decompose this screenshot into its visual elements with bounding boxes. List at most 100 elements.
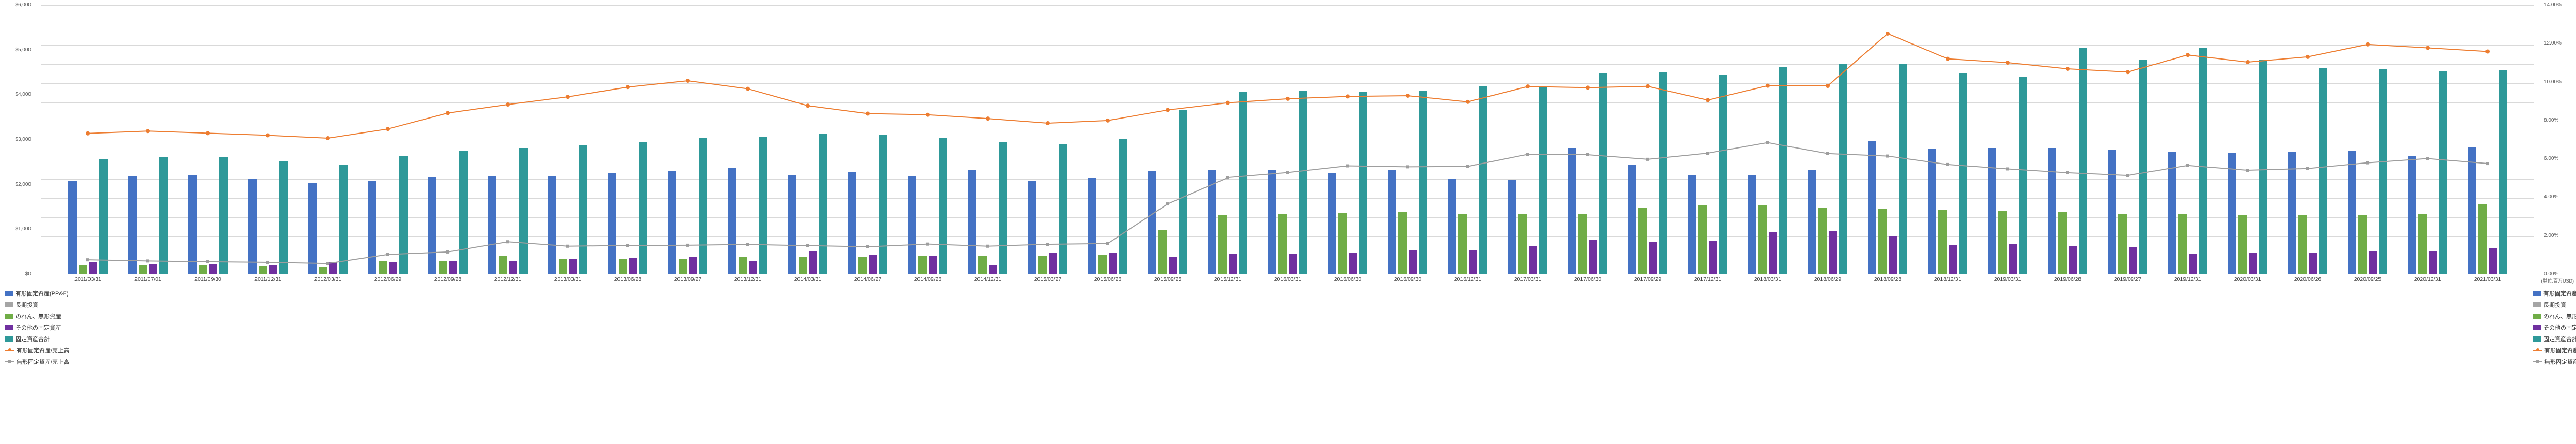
legend-label: 有形固定資産/売上高 <box>2544 346 2576 354</box>
bar-goodwill <box>1818 208 1827 274</box>
bar-ppe <box>68 181 77 274</box>
bar-other_fixed <box>1589 240 1597 274</box>
xaxis-date: 2014/06/27 <box>838 276 898 283</box>
bar-group <box>1438 5 1498 274</box>
bar-ppe <box>1028 181 1036 274</box>
legend-label: 有形固定資産/売上高 <box>17 346 69 354</box>
legend-item: 長期投資 <box>3 299 44 310</box>
xaxis-date: 2011/07/01 <box>118 276 178 283</box>
bar-other_fixed <box>629 258 637 274</box>
bar-goodwill <box>1038 256 1047 274</box>
legend-item: その他の固定資産 <box>3 322 44 333</box>
bar-ppe <box>1448 179 1456 274</box>
bar-group <box>2458 5 2518 274</box>
legend-swatch <box>5 314 13 319</box>
y-right-tick: 14.00% <box>2544 2 2570 8</box>
bar-fixed_total <box>1119 139 1127 274</box>
bar-fixed_total <box>2319 68 2327 274</box>
bar-fixed_total <box>1899 64 1907 274</box>
bar-other_fixed <box>2249 253 2257 274</box>
bar-fixed_total <box>1719 75 1727 274</box>
bar-other_fixed <box>2309 253 2317 274</box>
bar-group <box>478 5 538 274</box>
bar-ppe <box>1388 170 1396 274</box>
bar-ppe <box>1148 171 1156 274</box>
bar-ppe <box>2348 151 2356 274</box>
bar-group <box>358 5 418 274</box>
y-left-tick: $3,000 <box>0 137 31 142</box>
legend-label: 有形固定資産(PP&E) <box>2543 289 2576 298</box>
bar-fixed_total <box>639 142 647 274</box>
y-left-tick: $2,000 <box>0 182 31 187</box>
legend-swatch <box>2533 302 2541 307</box>
bar-goodwill <box>1758 205 1767 274</box>
bar-goodwill <box>2118 214 2127 274</box>
bar-group <box>1198 5 1258 274</box>
xaxis-date: 2014/12/31 <box>958 276 1018 283</box>
bar-goodwill <box>1398 212 1407 274</box>
y-right-tick: 4.00% <box>2544 194 2570 200</box>
legend-swatch <box>2533 361 2542 362</box>
bar-other_fixed <box>2009 244 2017 274</box>
legend-item: 固定資産合計 <box>3 333 44 345</box>
bar-goodwill <box>858 257 867 274</box>
bar-ppe <box>188 175 197 274</box>
bar-goodwill <box>2298 215 2307 274</box>
bar-ppe <box>1748 175 1756 274</box>
y-right-tick: 6.00% <box>2544 156 2570 161</box>
bar-other_fixed <box>449 261 457 274</box>
bar-ppe <box>2288 152 2296 274</box>
bar-goodwill <box>1698 205 1707 274</box>
bar-other_fixed <box>1949 245 1957 274</box>
legend-swatch <box>2533 325 2541 330</box>
xaxis-date: 2018/09/28 <box>1858 276 1918 283</box>
xaxis-date: 2019/06/28 <box>2038 276 2098 283</box>
bar-group <box>178 5 238 274</box>
bar-other_fixed <box>509 261 517 274</box>
bar-goodwill <box>1098 255 1107 274</box>
bar-fixed_total <box>279 161 288 274</box>
bar-group <box>1018 5 1078 274</box>
bar-ppe <box>2228 153 2236 274</box>
xaxis-date: 2016/09/30 <box>1378 276 1438 283</box>
bar-ppe <box>1628 165 1636 274</box>
bar-goodwill <box>139 265 147 274</box>
bar-goodwill <box>79 265 87 274</box>
bar-goodwill <box>379 261 387 274</box>
bar-ppe <box>1868 141 1876 274</box>
xaxis-date: 2021/03/31 <box>2458 276 2518 283</box>
bar-goodwill <box>499 256 507 274</box>
y-right-tick: 8.00% <box>2544 117 2570 123</box>
legend-swatch <box>5 325 13 330</box>
legend-item: その他の固定資産 <box>2531 322 2572 333</box>
bar-other_fixed <box>809 251 817 274</box>
bar-ppe <box>2108 150 2116 274</box>
bar-fixed_total <box>759 137 767 274</box>
bar-goodwill <box>319 267 327 274</box>
bar-other_fixed <box>1409 250 1417 274</box>
bar-fixed_total <box>2499 70 2507 274</box>
xaxis-date: 2017/09/29 <box>1618 276 1678 283</box>
bar-other_fixed <box>929 256 937 274</box>
y-right-tick: 0.00% <box>2544 271 2570 277</box>
bar-fixed_total <box>2259 60 2267 274</box>
bar-ppe <box>1988 148 1996 274</box>
y-right-tick: 10.00% <box>2544 79 2570 85</box>
xaxis-date: 2017/12/31 <box>1678 276 1738 283</box>
bar-group <box>2038 5 2098 274</box>
bar-other_fixed <box>1109 253 1117 274</box>
legend-item: 無形固定資産/売上高 <box>2531 356 2572 367</box>
bar-fixed_total <box>459 151 468 274</box>
bar-group <box>1258 5 1318 274</box>
bar-fixed_total <box>1839 64 1847 274</box>
bar-fixed_total <box>1239 92 1247 274</box>
xaxis-date: 2011/03/31 <box>58 276 118 283</box>
xaxis-date: 2019/03/31 <box>1978 276 2038 283</box>
xaxis-date: 2016/03/31 <box>1258 276 1318 283</box>
bar-group <box>1618 5 1678 274</box>
bar-goodwill <box>1338 213 1347 274</box>
bars-container <box>41 5 2534 274</box>
bar-other_fixed <box>1889 236 1897 274</box>
bar-goodwill <box>2358 215 2367 274</box>
unit-note: (単位:百万USD) <box>2541 277 2574 284</box>
